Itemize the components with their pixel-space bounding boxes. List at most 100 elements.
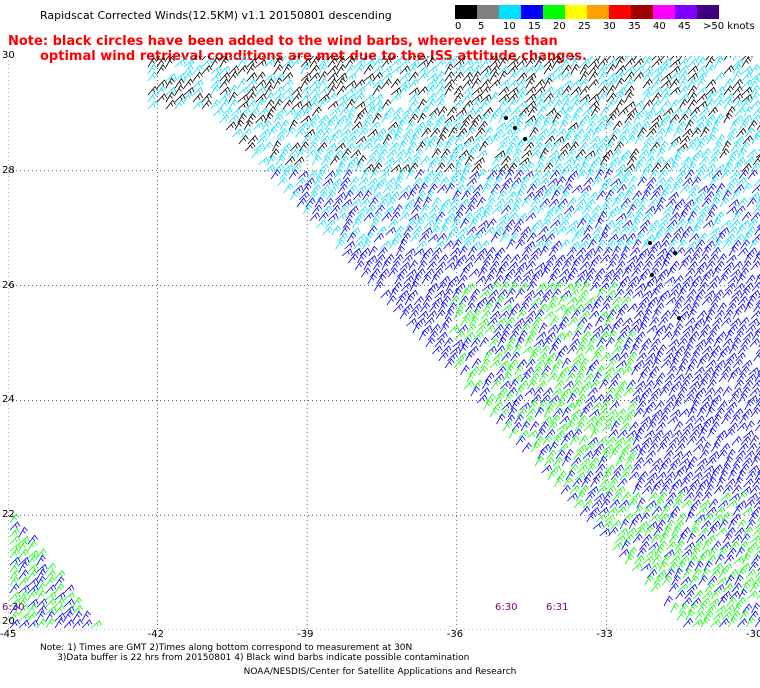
wind-barb	[9, 591, 21, 601]
wind-barb	[583, 274, 594, 285]
wind-barb	[567, 267, 579, 278]
wind-barb	[398, 238, 408, 250]
wind-barb	[737, 393, 748, 404]
wind-barb	[561, 406, 572, 418]
wind-barb	[516, 407, 528, 418]
wind-barb	[531, 119, 542, 131]
wind-barb	[689, 526, 700, 537]
legend-label: 0	[455, 21, 462, 32]
wind-barb	[462, 212, 474, 222]
wind-barb	[311, 154, 322, 166]
wind-barb	[63, 598, 75, 608]
wind-barb	[9, 569, 20, 580]
wind-barb	[525, 64, 537, 75]
wind-barb	[650, 582, 661, 593]
wind-barb	[516, 100, 528, 110]
wind-barb	[381, 65, 393, 75]
wind-barb	[742, 603, 753, 614]
wind-barb	[412, 127, 423, 138]
wind-barb	[350, 149, 362, 159]
wind-barb	[586, 364, 596, 376]
wind-barb	[345, 210, 356, 222]
wind-barb	[611, 296, 623, 306]
wind-barb	[327, 84, 338, 96]
wind-barb	[243, 119, 254, 131]
wind-barb	[615, 70, 626, 82]
wind-barb	[623, 337, 634, 348]
wind-barb	[264, 99, 275, 110]
wind-barb	[369, 121, 381, 131]
longitude-tick-label: -30	[746, 629, 760, 640]
wind-barb	[571, 330, 582, 341]
wind-barb	[606, 92, 617, 103]
wind-barb	[9, 548, 20, 559]
wind-barb	[600, 352, 611, 362]
wind-barb	[237, 56, 246, 61]
wind-barb	[460, 364, 470, 376]
wind-barb	[738, 588, 748, 600]
wind-barb	[527, 429, 538, 439]
time-label-mid2: 6:31	[546, 602, 569, 613]
wind-barb	[574, 275, 585, 285]
wind-barb	[678, 113, 689, 124]
wind-barb	[425, 189, 435, 201]
wind-barb	[638, 196, 648, 208]
wind-barb	[645, 253, 656, 264]
wind-barb	[646, 276, 658, 285]
wind-barb	[359, 247, 371, 257]
wind-barb	[624, 211, 635, 222]
wind-barb	[570, 163, 581, 173]
legend-swatch	[477, 5, 499, 19]
wind-barb	[570, 86, 582, 96]
wind-barb	[561, 98, 571, 110]
wind-barb	[748, 367, 760, 376]
wind-barb	[711, 170, 723, 180]
wind-barb	[479, 140, 489, 152]
wind-barb	[639, 219, 651, 229]
wind-barb	[358, 127, 369, 138]
wind-barb	[551, 189, 561, 201]
wind-barb	[650, 240, 662, 250]
wind-barb	[697, 185, 709, 194]
wind-barb	[750, 455, 760, 467]
wind-barb	[643, 135, 655, 145]
time-label-mid1: 6:30	[495, 602, 518, 613]
wind-barb	[432, 120, 443, 131]
wind-barb	[439, 176, 450, 187]
wind-barb	[646, 225, 657, 236]
wind-barb	[445, 134, 456, 145]
wind-barb	[519, 402, 531, 411]
wind-barb	[654, 546, 664, 558]
wind-barb	[183, 59, 195, 68]
wind-barb	[718, 469, 729, 481]
wind-barb	[615, 91, 625, 103]
wind-barb	[676, 512, 687, 523]
wind-barb	[346, 232, 357, 243]
wind-barb	[588, 113, 599, 124]
wind-barb	[688, 603, 698, 614]
wind-barb	[592, 371, 602, 383]
wind-barb	[689, 478, 700, 488]
latitude-tick-label: 24	[2, 394, 15, 406]
wind-barb	[579, 161, 589, 173]
wind-barb	[9, 619, 21, 629]
wind-barb	[697, 330, 708, 341]
wind-barb	[427, 330, 439, 341]
wind-barb	[726, 547, 737, 558]
wind-barb	[525, 100, 537, 110]
wind-barb	[543, 72, 555, 82]
wind-barb	[444, 58, 456, 68]
wind-barb	[721, 317, 732, 327]
wind-barb	[570, 56, 581, 61]
wind-barb	[507, 115, 519, 124]
wind-barb	[525, 115, 537, 124]
wind-barb	[475, 324, 487, 334]
wind-barb	[399, 72, 411, 82]
wind-barb	[690, 597, 702, 607]
wind-barb	[717, 449, 728, 460]
wind-barb	[327, 78, 338, 89]
wind-barb	[707, 106, 719, 117]
wind-barb	[703, 268, 714, 278]
wind-barb	[367, 128, 378, 138]
wind-barb	[676, 560, 687, 572]
